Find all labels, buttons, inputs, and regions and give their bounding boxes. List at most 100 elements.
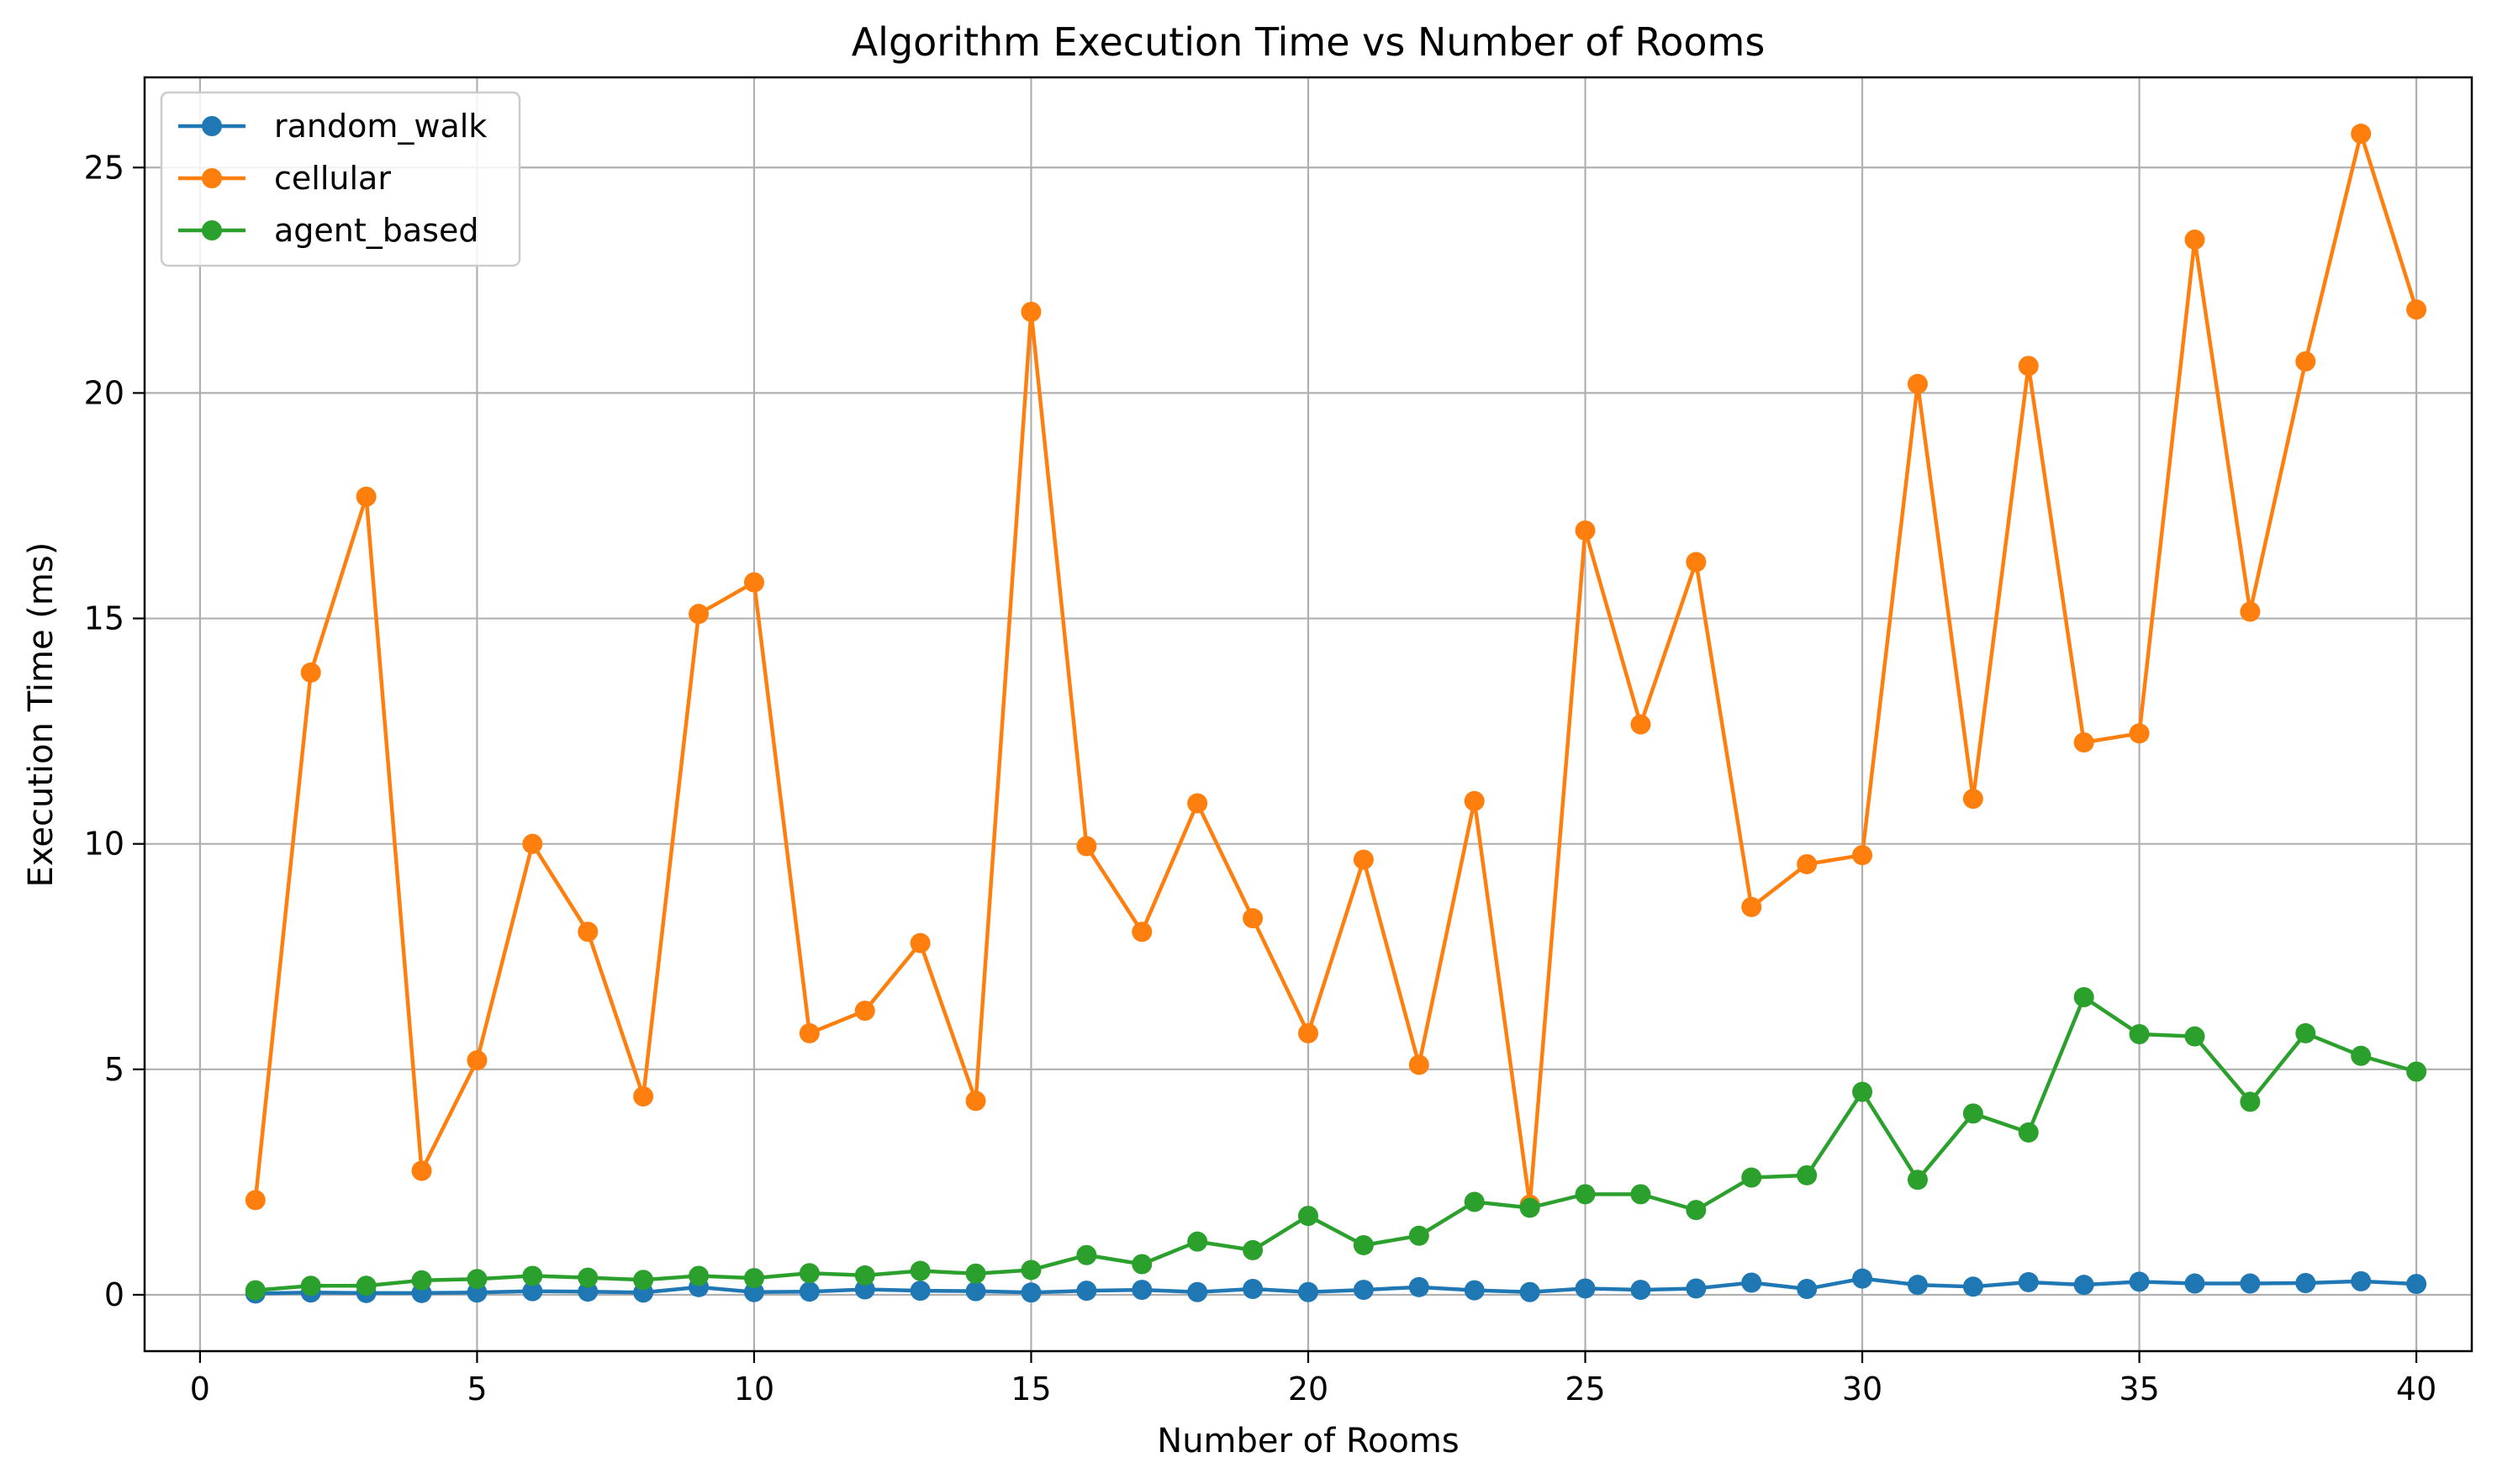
- series-line: [253, 131, 2419, 1207]
- y-tick-label: 25: [84, 149, 124, 186]
- legend-marker: [202, 168, 222, 188]
- data-point: [1907, 1275, 1928, 1296]
- data-point: [1353, 1234, 1374, 1255]
- data-point: [910, 1260, 931, 1281]
- data-point: [1630, 1280, 1651, 1301]
- x-axis-title: Number of Rooms: [1157, 1422, 1459, 1460]
- data-point: [578, 1281, 599, 1302]
- data-point: [1797, 1164, 1818, 1186]
- data-point: [1962, 789, 1983, 810]
- data-point: [2295, 1273, 2316, 1294]
- data-point: [467, 1269, 488, 1290]
- data-point: [1408, 1225, 1429, 1246]
- data-point: [2129, 1271, 2150, 1292]
- legend-entry-agent_based: agent_based: [178, 212, 478, 249]
- data-point: [2018, 1122, 2039, 1143]
- data-point: [1852, 1268, 1873, 1289]
- data-point: [1907, 1170, 1928, 1191]
- x-tick-label: 40: [2396, 1370, 2436, 1407]
- y-tick-label: 15: [84, 600, 124, 637]
- data-point: [1464, 790, 1485, 811]
- data-point: [2406, 299, 2427, 320]
- data-point: [1962, 1276, 1983, 1297]
- data-point: [522, 1265, 543, 1286]
- x-tick-label: 5: [467, 1370, 487, 1407]
- data-point: [1298, 1281, 1318, 1302]
- data-point: [1686, 1278, 1707, 1299]
- y-tick-label: 20: [84, 374, 124, 411]
- data-point: [2184, 230, 2205, 251]
- data-point: [1408, 1276, 1429, 1297]
- data-point: [2184, 1273, 2205, 1294]
- x-tick-label: 35: [2119, 1370, 2159, 1407]
- y-axis-ticks: 0 5 10 15 20 25: [84, 149, 145, 1313]
- data-point: [743, 572, 764, 593]
- data-point: [1243, 1278, 1264, 1299]
- series-random_walk: [245, 1268, 2427, 1304]
- data-point: [689, 1265, 710, 1286]
- x-tick-label: 0: [190, 1370, 210, 1407]
- data-point: [1575, 1278, 1596, 1299]
- data-point: [799, 1022, 820, 1043]
- legend-label: random_walk: [274, 108, 487, 145]
- data-point: [1132, 922, 1153, 943]
- data-point: [1298, 1022, 1318, 1043]
- data-point: [1243, 908, 1264, 929]
- data-point: [910, 932, 931, 953]
- legend-label: cellular: [274, 160, 391, 197]
- data-point: [2184, 1026, 2205, 1047]
- data-point: [799, 1281, 820, 1302]
- data-point: [1575, 1184, 1596, 1205]
- data-point: [356, 486, 377, 507]
- data-point: [578, 1267, 599, 1288]
- series-line: [255, 1276, 2417, 1296]
- series-layer: [245, 124, 2427, 1304]
- data-point: [743, 1268, 764, 1289]
- data-point: [300, 1275, 321, 1297]
- data-point: [1519, 1197, 1540, 1218]
- data-point: [1741, 896, 1762, 917]
- data-point: [2406, 1061, 2427, 1082]
- data-point: [1298, 1206, 1318, 1227]
- x-tick-label: 10: [734, 1370, 774, 1407]
- data-point: [1797, 1278, 1818, 1299]
- data-point: [356, 1275, 377, 1297]
- data-point: [965, 1281, 986, 1302]
- x-tick-label: 25: [1565, 1370, 1605, 1407]
- y-tick-label: 0: [104, 1276, 124, 1313]
- y-tick-label: 10: [84, 826, 124, 863]
- data-point: [411, 1160, 432, 1181]
- data-point: [1630, 1184, 1651, 1205]
- x-tick-label: 20: [1288, 1370, 1328, 1407]
- data-point: [965, 1091, 986, 1112]
- legend-box: [160, 91, 521, 267]
- data-point: [522, 1281, 543, 1302]
- data-point: [1076, 836, 1097, 857]
- data-point: [1962, 1103, 1983, 1124]
- data-point: [1076, 1244, 1097, 1265]
- data-point: [2295, 1022, 2316, 1043]
- data-point: [1021, 301, 1042, 322]
- data-point: [300, 662, 321, 683]
- data-point: [1686, 552, 1707, 573]
- data-point: [1408, 1054, 1429, 1075]
- legend: random_walk cellular agent_based: [160, 91, 521, 267]
- data-point: [743, 1281, 764, 1302]
- data-point: [1243, 1239, 1264, 1260]
- data-point: [1852, 845, 1873, 866]
- series-cellular: [245, 124, 2427, 1215]
- data-point: [2351, 124, 2372, 145]
- data-point: [2018, 1271, 2039, 1292]
- legend-entry-cellular: cellular: [178, 160, 391, 197]
- data-point: [633, 1086, 654, 1106]
- data-point: [799, 1263, 820, 1284]
- data-point: [245, 1280, 266, 1301]
- data-point: [1187, 1231, 1208, 1252]
- data-point: [910, 1281, 931, 1302]
- y-tick-label: 5: [104, 1051, 124, 1088]
- data-point: [965, 1263, 986, 1284]
- legend-marker: [202, 220, 222, 240]
- data-point: [1353, 849, 1374, 870]
- data-point: [1852, 1081, 1873, 1102]
- data-point: [1464, 1280, 1485, 1301]
